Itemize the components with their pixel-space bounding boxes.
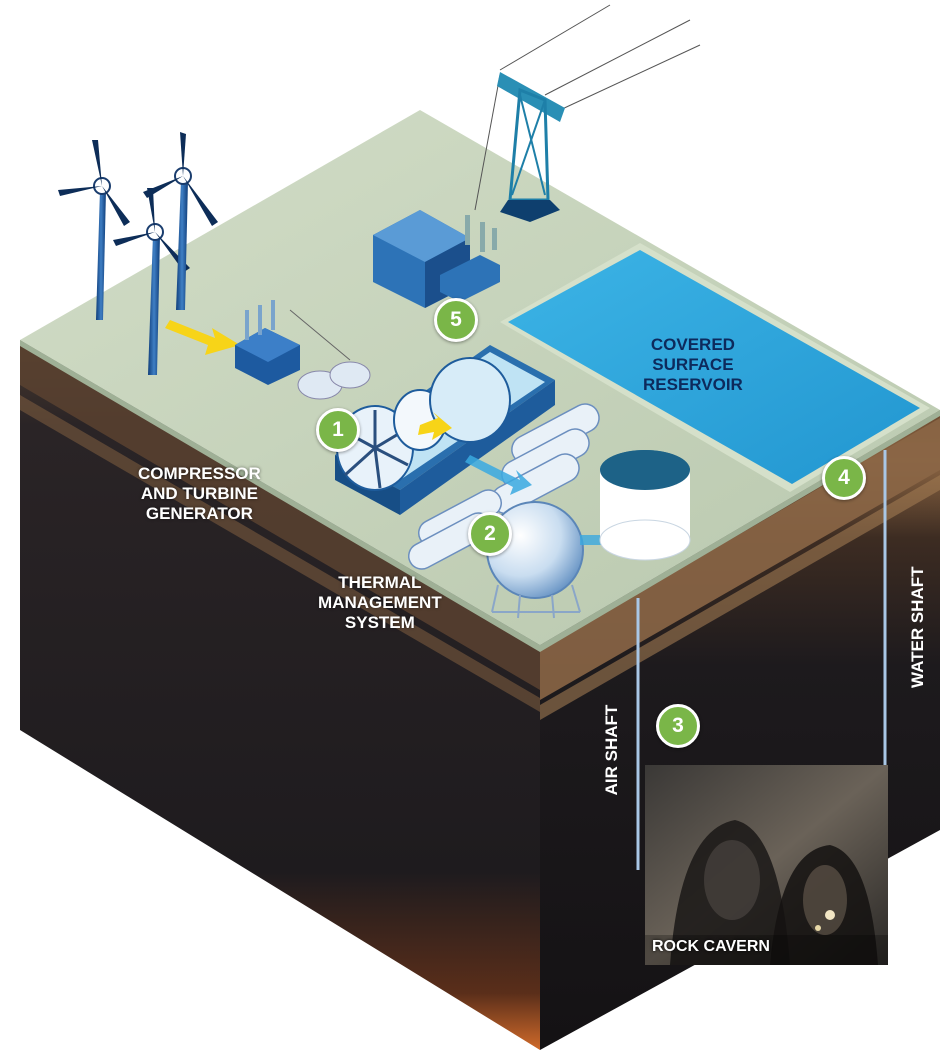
air-shaft-label: AIR SHAFT [602,704,621,796]
reservoir [500,243,930,492]
rock-cavern-image [645,765,888,965]
water-shaft-label: WATER SHAFT [908,566,927,688]
compressor-label-line1: COMPRESSOR [138,464,261,483]
reservoir-label: COVERED SURFACE RESERVOIR [643,335,743,395]
wind-turbines [58,132,218,375]
reservoir-water [508,250,920,484]
soil-layer-left [20,345,540,690]
thermal-label-line3: SYSTEM [344,613,415,632]
compressor-label-line3: GENERATOR [145,504,253,523]
compressor-label: COMPRESSOR AND TURBINE GENERATOR [138,464,261,524]
soil-stripe-left [20,395,540,712]
thermal-label: THERMAL MANAGEMENT SYSTEM [318,573,442,633]
thermal-label-line1: THERMAL [338,573,422,592]
reservoir-label-line3: RESERVOIR [643,375,743,394]
compressor-label-line2: AND TURBINE [140,484,258,503]
badge-3: 3 [656,704,700,748]
ground-right-face [540,410,940,1050]
reservoir-label-line1: COVERED [650,335,735,354]
reservoir-label-line2: SURFACE [652,355,734,374]
transmission-tower-icon [474,4,701,222]
transformer-icon [235,300,371,400]
ground-left-face [20,340,540,1050]
badge-5: 5 [434,298,478,342]
wind-turbine-icon [143,132,218,310]
ground-block [20,340,940,1050]
rock-cavern-label: ROCK CAVERN [652,938,770,955]
soil-stripe-right [540,475,940,720]
badge-4: 4 [822,456,866,500]
substation-building-icon [373,210,500,308]
thermal-tank-icon [407,403,691,619]
compressor-turbine-icon [335,345,555,515]
thermal-label-line2: MANAGEMENT [318,593,442,612]
wind-turbine-icon [58,140,130,320]
power-arrow-icon [165,320,240,355]
badge-1: 1 [316,408,360,452]
badge-2: 2 [468,512,512,556]
